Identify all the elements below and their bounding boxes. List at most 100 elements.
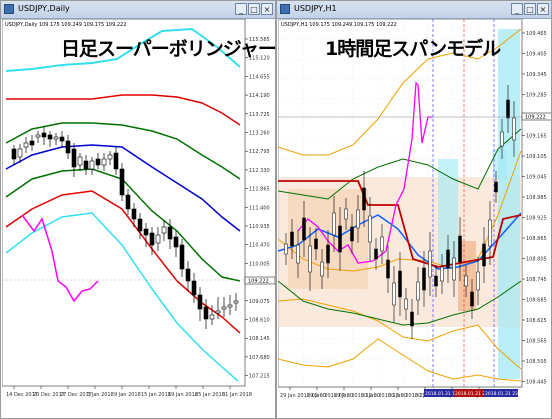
candle-body	[11, 148, 17, 160]
band-upper-3sigma	[5, 27, 241, 72]
candle-body	[500, 131, 504, 147]
session-label-box	[424, 389, 458, 397]
candle-body	[131, 208, 137, 220]
candle-body	[65, 140, 71, 154]
candle-body	[404, 298, 408, 310]
candle-body	[95, 158, 101, 166]
candle-body	[137, 218, 143, 232]
price-label: 115.120	[249, 56, 270, 62]
band-lower-1sigma	[5, 168, 241, 282]
hourly-price-chart[interactable]: 109.465109.405109.345109.285109.225109.1…	[278, 19, 552, 419]
session-label: 2018.01.31 23:00	[485, 391, 525, 397]
session-label-box	[484, 389, 518, 397]
candle-body	[368, 215, 372, 243]
daily-window-title: USDJPY,Daily	[18, 4, 70, 13]
date-label: 14 Dec 2017	[6, 392, 38, 398]
date-label: 3 Jan 2018	[87, 392, 114, 398]
candle-body	[17, 148, 23, 158]
candle-body	[290, 231, 294, 247]
highlight-zone	[498, 29, 520, 379]
candle-body	[440, 266, 444, 282]
minimize-button[interactable]: _	[235, 3, 247, 15]
candle-body	[227, 304, 233, 308]
candle-body	[59, 136, 65, 142]
candle-body	[362, 187, 366, 211]
current-price-tag	[521, 112, 551, 121]
close-button[interactable]: ×	[261, 3, 273, 15]
price-label: 109.075	[249, 299, 270, 305]
candle-body	[197, 294, 203, 310]
candle-body	[302, 217, 306, 241]
date-label: 20 Dec 2017	[33, 392, 65, 398]
daily-price-chart[interactable]: 115.585 115.120 114.655 114.190 113.725 113.2…	[2, 19, 276, 419]
price-label: 109.405	[526, 52, 547, 58]
candle-body	[53, 136, 59, 140]
candle-body	[380, 236, 384, 252]
candle-body	[191, 280, 197, 296]
maximize-button[interactable]: □	[248, 3, 260, 15]
price-label: 108.685	[526, 298, 547, 304]
candle-body	[215, 310, 221, 314]
daily-overlay-title: 日足スーパーボリンジャー	[61, 38, 276, 60]
daily-chart-titlebar[interactable]: USDJPY,Daily _ □ ×	[1, 1, 275, 19]
candle-body	[119, 168, 125, 196]
price-label: 109.345	[526, 72, 547, 78]
candle-body	[284, 243, 288, 255]
hourly-window-title: USDJPY,H1	[294, 4, 337, 13]
candle-body	[398, 270, 402, 298]
chart-window-icon	[4, 4, 14, 14]
candle-body	[392, 282, 396, 306]
candle-body	[446, 249, 450, 269]
lagging-span	[297, 81, 433, 264]
session-label: 2018.01.31 16:00	[425, 391, 465, 397]
candle-body	[344, 208, 348, 220]
close-button[interactable]: ×	[537, 3, 549, 15]
candle-body	[185, 268, 191, 282]
candle-body	[350, 226, 354, 242]
daily-chart-window[interactable]: USDJPY,Daily _ □ × 115.585 115.120 114.655…	[0, 0, 276, 419]
candle-body	[320, 261, 324, 277]
candle-body	[83, 160, 89, 170]
candle-body	[221, 306, 227, 310]
lagging-span	[21, 214, 99, 303]
price-label: 109.165	[526, 134, 547, 140]
price-label: 109.045	[526, 175, 547, 181]
session-label-box	[454, 389, 488, 397]
inner-band-lower	[278, 280, 522, 326]
candle-body	[470, 291, 474, 307]
candle-body	[125, 194, 131, 210]
hourly-ohlc-info: USDJPY,H1 109.175 109.249 109.175 109.22…	[281, 22, 397, 28]
candle-body	[179, 244, 185, 270]
price-label: 108.745	[526, 277, 547, 283]
price-label: 109.465	[526, 31, 547, 37]
price-label: 108.625	[526, 318, 547, 324]
hourly-chart-titlebar[interactable]: USDJPY,H1 _ □ ×	[277, 1, 551, 19]
candle-body	[107, 154, 113, 160]
date-label: 27 Dec 2017	[60, 392, 92, 398]
minimize-button[interactable]: _	[511, 3, 523, 15]
date-label: 29 Jan 2018 07:00	[307, 393, 353, 399]
candle-body	[77, 156, 83, 166]
price-label: 114.190	[249, 93, 270, 99]
candle-body	[161, 226, 167, 234]
maximize-button[interactable]: □	[524, 3, 536, 15]
price-label: 110.470	[249, 243, 270, 249]
candle-body	[35, 134, 41, 138]
price-label: 113.260	[249, 131, 270, 137]
date-label: 29 Jan 2018 02:00	[280, 393, 326, 399]
candle-body	[488, 219, 492, 247]
price-label: 108.610	[249, 318, 270, 324]
daily-ohlc-info: USDJPY,Daily 109.175 109.249 109.175 109…	[5, 22, 127, 28]
candle-body	[47, 134, 53, 140]
date-label: 30 Jan 2018 17:00	[361, 393, 407, 399]
candle-body	[89, 160, 95, 170]
price-label: 109.105	[526, 154, 547, 160]
band-lower-extreme	[278, 338, 522, 382]
date-label: 9 Jan 2018	[114, 392, 141, 398]
price-label: 110.935	[249, 224, 270, 230]
candle-body	[356, 209, 360, 229]
price-label: 108.985	[526, 195, 547, 201]
price-label: 111.400	[249, 205, 270, 211]
hourly-chart-window[interactable]: USDJPY,H1 _ □ × 109.465 109.405 109.345 109…	[276, 0, 552, 419]
candle-body	[308, 245, 312, 273]
